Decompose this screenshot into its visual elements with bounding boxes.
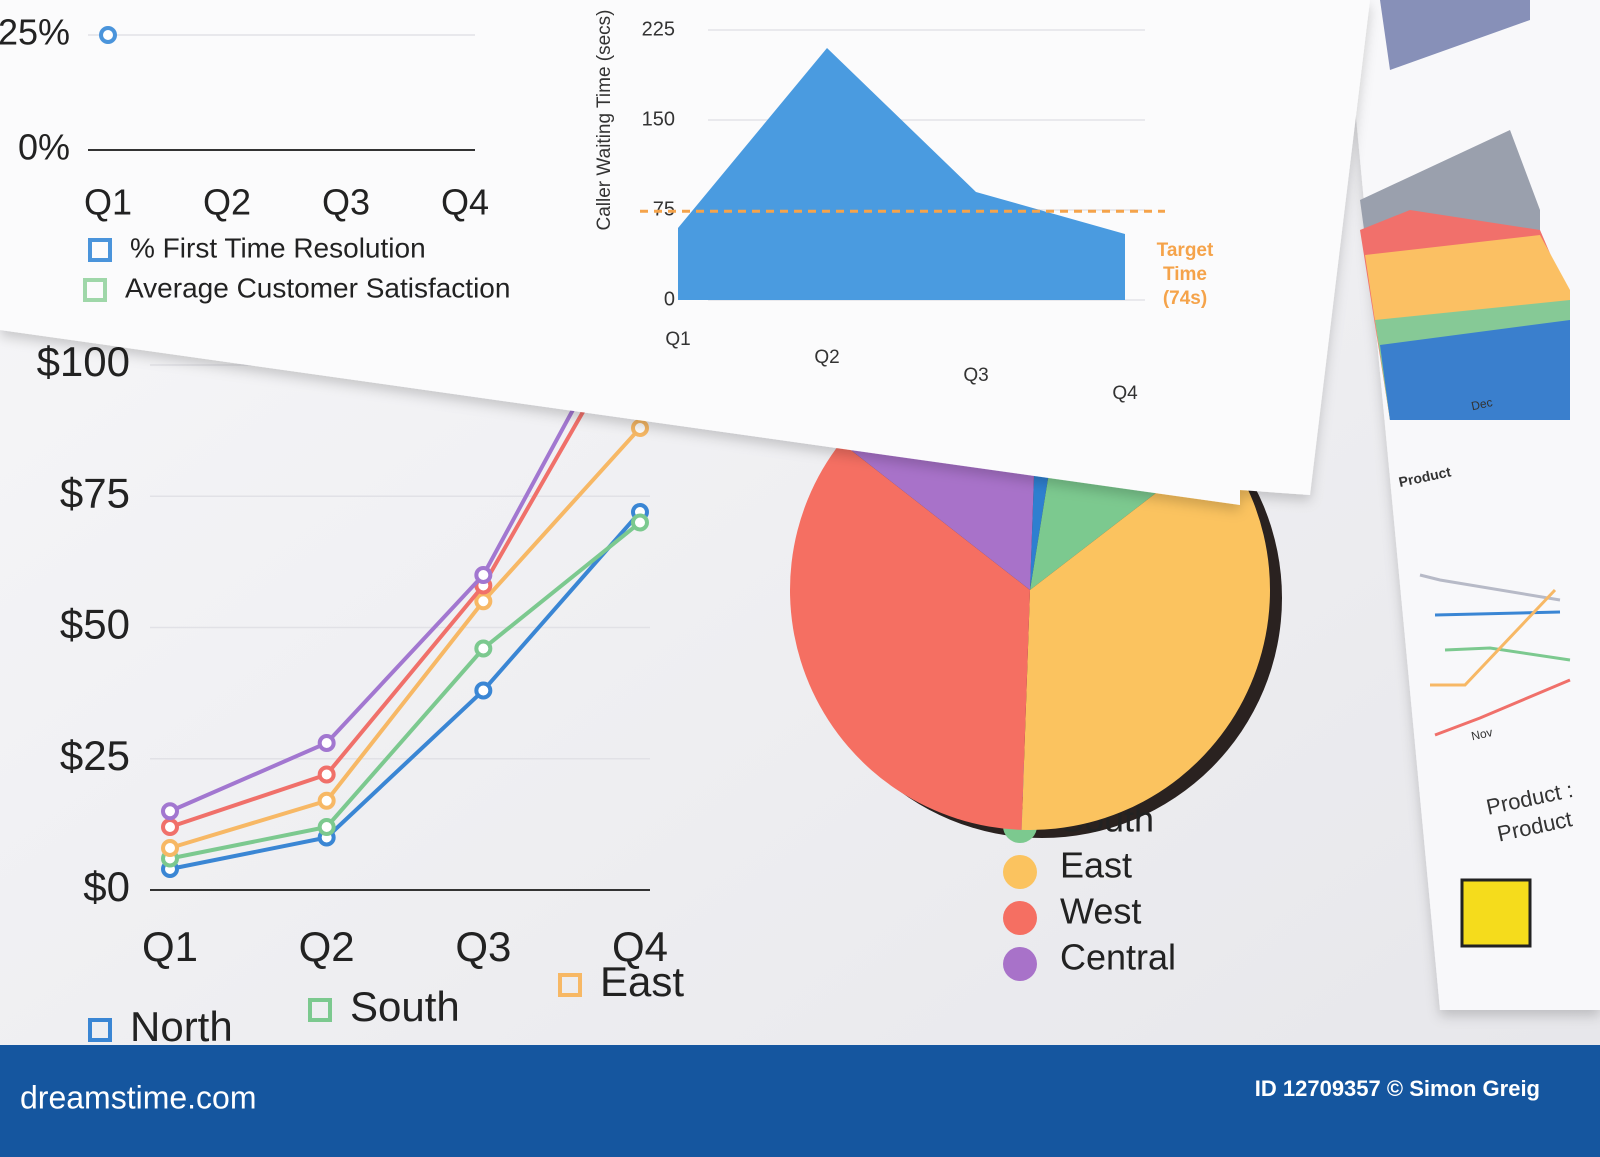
pie-slice (790, 442, 1030, 830)
series-line (169, 520, 642, 861)
target-annotation: (74s) (1163, 288, 1207, 309)
top-sheet: 0% 25% Q1 Q2 Q3 Q4 % First Time Resolution Aver… (0, 0, 1370, 505)
x-tick-label: Q3 (963, 365, 988, 386)
shape (1380, 320, 1570, 420)
legend-marker (558, 973, 582, 997)
legend-label: South (350, 983, 460, 1030)
credit: ID 12709357 © Simon Greig (1255, 1076, 1540, 1101)
x-tick-label: Q2 (814, 347, 839, 368)
legend-label: East (600, 958, 684, 1005)
line (1430, 588, 1557, 687)
data-point (474, 639, 493, 658)
y-tick-label: $25 (60, 732, 130, 779)
series-line (169, 426, 642, 850)
x-tick-label: Q4 (1112, 383, 1138, 404)
y-tick-label: $0 (83, 863, 130, 910)
pie-slice (1021, 443, 1270, 831)
site-name: dreamstime.com (20, 1079, 257, 1115)
x-tick-label: Q1 (665, 329, 690, 350)
legend-marker (88, 238, 112, 262)
legend-label: West (1060, 891, 1141, 932)
x-tick-label: Q4 (612, 923, 668, 970)
line (1434, 610, 1561, 617)
y-tick-label: 0% (18, 127, 70, 168)
data-point (474, 592, 493, 611)
data-point (161, 802, 179, 821)
legend-label: Average Customer Satisfaction (125, 272, 510, 303)
legend-label: Central (1060, 937, 1176, 978)
y-axis-label: Caller Waiting Time (secs) (594, 9, 615, 230)
y-tick-label: $50 (60, 601, 130, 648)
data-point (161, 839, 179, 857)
y-tick-label: 150 (642, 108, 675, 130)
data-point (99, 26, 117, 44)
x-tick-label: Q3 (322, 182, 370, 223)
legend-marker (1003, 855, 1037, 889)
x-tick-label: Q2 (299, 923, 355, 970)
legend-marker (1003, 901, 1037, 935)
data-point (161, 818, 179, 836)
x-tick-label: Q1 (142, 923, 198, 970)
footer-bar (0, 1045, 1600, 1157)
data-point (474, 681, 493, 700)
area (678, 48, 1125, 300)
x-tick-label: Q1 (84, 182, 132, 223)
series-line (169, 311, 642, 829)
series-line (169, 285, 642, 814)
series-line (169, 510, 642, 871)
x-tick-label: Q4 (441, 182, 489, 223)
page-label: Dec (1470, 395, 1494, 413)
shape (1380, 0, 1530, 70)
y-tick-label: 75 (653, 198, 675, 220)
x-tick-label: Q2 (203, 182, 251, 223)
legend-marker (1003, 947, 1037, 981)
x-tick-label: Q3 (455, 923, 511, 970)
y-tick-label: 0 (664, 288, 675, 310)
legend-marker (88, 1018, 112, 1042)
data-point (317, 765, 336, 784)
line (1419, 573, 1561, 602)
y-tick-label: 225 (642, 18, 675, 40)
legend-label: East (1060, 845, 1132, 886)
y-tick-label: 25% (0, 12, 70, 53)
line (1444, 646, 1571, 662)
y-tick-label: $75 (60, 469, 130, 516)
data-point (317, 791, 336, 810)
footer: dreamstime.com ID 12709357 © Simon Greig (0, 1045, 1600, 1157)
data-point (631, 513, 649, 532)
data-point (317, 818, 336, 836)
legend-marker (308, 998, 332, 1022)
legend-marker (83, 278, 107, 302)
target-annotation: Target (1157, 240, 1214, 261)
target-annotation: Time (1163, 264, 1207, 285)
line (1434, 678, 1571, 737)
data-point (474, 566, 493, 584)
legend-label: % First Time Resolution (130, 232, 426, 263)
data-point (317, 734, 336, 752)
legend-label: North (130, 1003, 233, 1050)
swatch (1460, 878, 1532, 948)
page-label: Nov (1470, 725, 1494, 743)
data-point (631, 419, 649, 437)
